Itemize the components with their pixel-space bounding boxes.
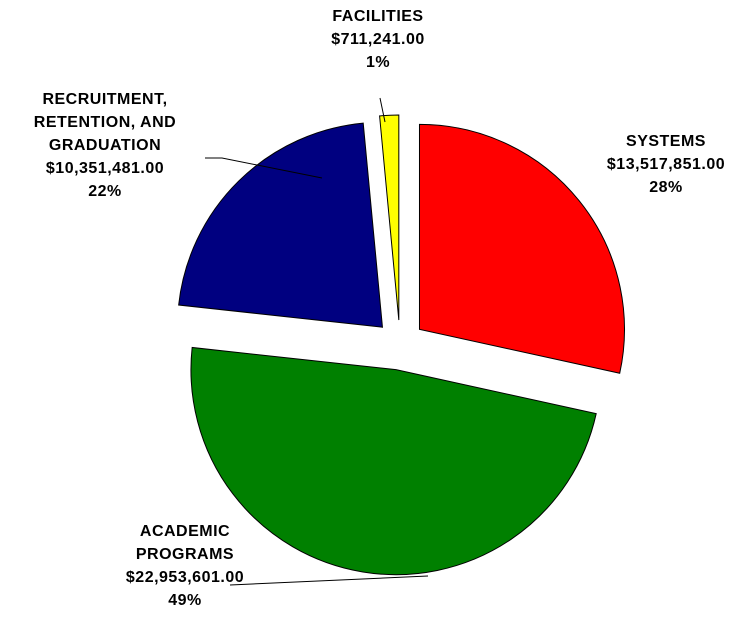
value-label: $22,953,601.00 [125, 569, 245, 586]
pie-slice [178, 122, 384, 328]
pie-slice [418, 123, 625, 374]
pie-slice [190, 346, 597, 576]
percent-label: 28% [649, 179, 683, 196]
category-label: RECRUITMENT, RETENTION, AND GRADUATION [33, 91, 177, 154]
value-label: $10,351,481.00 [45, 160, 165, 177]
leader-line [205, 157, 323, 179]
category-label: FACILITIES [332, 8, 424, 25]
category-label: ACADEMIC PROGRAMS [135, 523, 235, 563]
percent-label: 49% [168, 592, 202, 609]
category-label: SYSTEMS [626, 133, 706, 150]
leader-line [229, 575, 429, 586]
slice-label: ACADEMIC PROGRAMS $22,953,601.00 49% [105, 520, 265, 612]
value-label: $711,241.00 [331, 31, 425, 48]
slice-label: SYSTEMS $13,517,851.00 28% [576, 130, 744, 199]
leader-line [379, 97, 386, 123]
pie-slice [379, 114, 400, 321]
value-label: $13,517,851.00 [606, 156, 726, 173]
slice-label: FACILITIES $711,241.00 1% [298, 5, 458, 74]
percent-label: 1% [365, 54, 391, 71]
percent-label: 22% [88, 183, 122, 200]
slice-label: RECRUITMENT, RETENTION, AND GRADUATION $1… [0, 88, 213, 203]
